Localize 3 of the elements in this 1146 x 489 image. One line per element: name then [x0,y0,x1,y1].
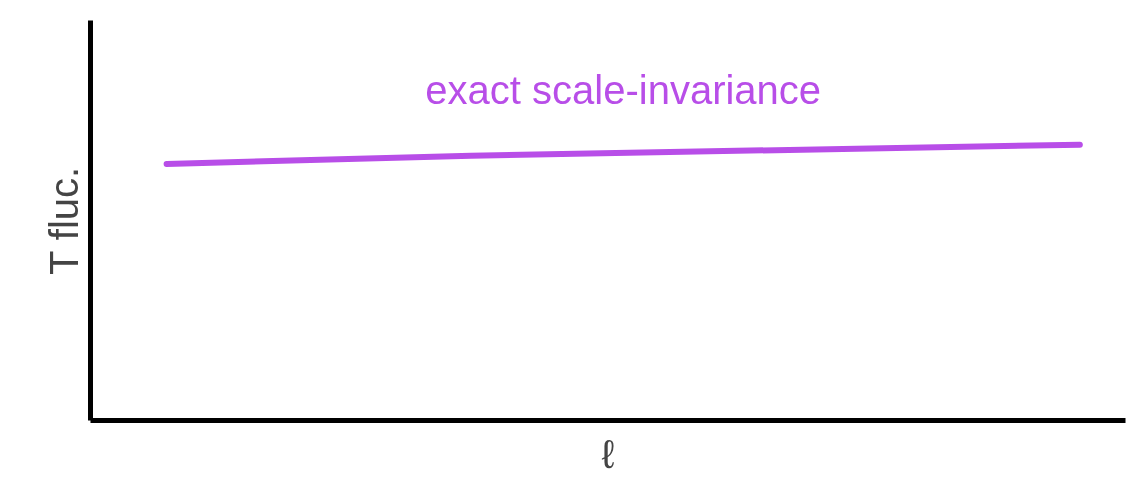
series-label: exact scale-invariance [425,67,822,112]
y-axis-title: T fluc. [41,166,86,275]
x-axis-title: ℓ [601,431,615,476]
